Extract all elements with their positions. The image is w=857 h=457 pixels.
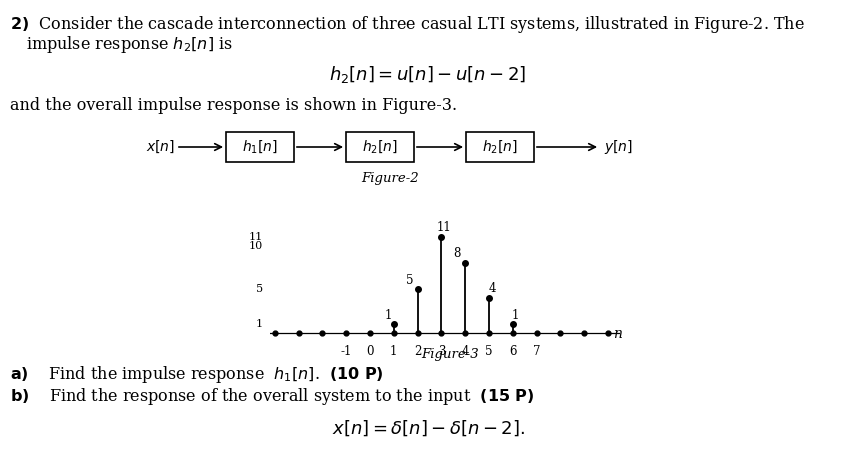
Text: 1: 1 <box>384 308 392 322</box>
Text: $h_2[n] = u[n] - u[n-2]$: $h_2[n] = u[n] - u[n-2]$ <box>329 64 527 85</box>
Text: $\mathbf{a)}$    Find the impulse response  $h_1[n]$.  $\mathbf{(10\ P)}$: $\mathbf{a)}$ Find the impulse response … <box>10 364 384 385</box>
Text: $\mathbf{b)}$    Find the response of the overall system to the input  $\mathbf{: $\mathbf{b)}$ Find the response of the o… <box>10 386 534 407</box>
Text: 8: 8 <box>453 247 460 260</box>
Text: 5: 5 <box>405 274 413 287</box>
Text: $x[n] = \delta[n] - \delta[n-2].$: $x[n] = \delta[n] - \delta[n-2].$ <box>332 418 524 437</box>
Text: Figure-2: Figure-2 <box>361 172 419 185</box>
Bar <box>346 132 414 162</box>
Text: $x[n]$: $x[n]$ <box>146 139 175 155</box>
Bar <box>226 132 294 162</box>
Text: 11: 11 <box>249 232 263 242</box>
Text: 10: 10 <box>249 240 263 250</box>
Text: impulse response $h_2[n]$ is: impulse response $h_2[n]$ is <box>26 34 233 55</box>
Text: 5: 5 <box>255 284 263 294</box>
Text: Figure-3: Figure-3 <box>421 348 479 361</box>
Bar <box>466 132 534 162</box>
Text: 1: 1 <box>512 308 519 322</box>
Text: n: n <box>613 327 621 341</box>
Text: 1: 1 <box>255 319 263 329</box>
Text: $\mathbf{2)}$  Consider the cascade interconnection of three casual LTI systems,: $\mathbf{2)}$ Consider the cascade inter… <box>10 14 805 35</box>
Text: and the overall impulse response is shown in Figure-3.: and the overall impulse response is show… <box>10 97 457 114</box>
Text: 11: 11 <box>437 221 452 234</box>
Text: $h_1[n]$: $h_1[n]$ <box>242 138 278 155</box>
Text: $h_2[n]$: $h_2[n]$ <box>482 138 518 155</box>
Text: $h_2[n]$: $h_2[n]$ <box>362 138 398 155</box>
Text: $y[n]$: $y[n]$ <box>604 138 633 156</box>
Text: 4: 4 <box>488 282 495 295</box>
